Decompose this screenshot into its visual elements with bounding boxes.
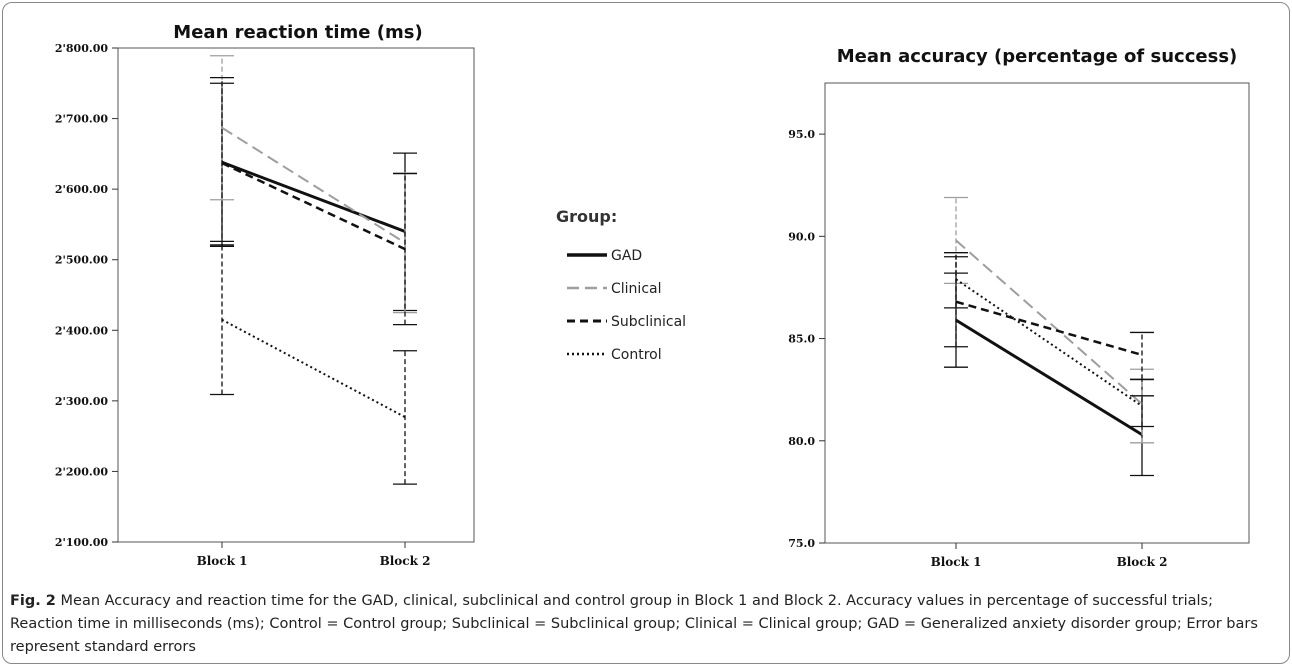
figure-graphics: Mean reaction time (ms) 2'100.00 2'200.00 2… (55, 22, 1250, 569)
y-tick-label: 75.0 (788, 537, 815, 550)
series-gad (944, 272, 1154, 477)
legend-label-clinical: Clinical (611, 281, 661, 297)
plot-frame (117, 47, 475, 543)
series-line (955, 300, 1143, 357)
series-line (221, 126, 406, 244)
series-line (221, 161, 406, 251)
y-tick-label: 80.0 (788, 435, 815, 448)
series-line (221, 160, 406, 233)
y-tick-label: 2'800.00 (55, 42, 108, 55)
series-control (210, 244, 417, 485)
series-line (955, 318, 1143, 436)
caption-label: Fig. 2 (10, 593, 56, 609)
y-tick-label: 85.0 (788, 333, 815, 346)
chart-title: Mean accuracy (percentage of success) (837, 46, 1238, 67)
series-line (221, 318, 406, 418)
series-clinical (210, 55, 417, 314)
y-tick-label: 2'700.00 (55, 113, 108, 126)
legend: Group: GAD Clinical Subclinical Control (556, 207, 686, 363)
series-subclinical (944, 256, 1154, 381)
figure-caption: Fig. 2 Mean Accuracy and reaction time f… (10, 590, 1280, 659)
legend-title: Group: (556, 207, 617, 226)
y-tick-label: 2'600.00 (55, 183, 108, 196)
legend-label-gad: GAD (611, 248, 642, 264)
y-tick-label: 2'200.00 (55, 465, 108, 478)
series-line (955, 239, 1143, 405)
chart-title: Mean reaction time (ms) (173, 22, 422, 43)
series-clinical (944, 196, 1154, 444)
legend-label-subclinical: Subclinical (611, 314, 686, 330)
caption-text: Mean Accuracy and reaction time for the … (10, 593, 1258, 655)
y-tick-label: 90.0 (788, 230, 815, 243)
x-tick-label: Block 2 (1117, 555, 1168, 569)
x-tick-label: Block 1 (197, 554, 248, 568)
y-tick-label: 2'400.00 (55, 324, 108, 337)
series-line (955, 278, 1143, 407)
plot-frame (824, 82, 1250, 544)
x-tick-label: Block 2 (380, 554, 431, 568)
legend-label-control: Control (611, 347, 662, 363)
x-tick-label: Block 1 (931, 555, 982, 569)
series-gad (210, 82, 417, 312)
chart-1: Mean reaction time (ms) 2'100.00 2'200.00 2… (55, 22, 475, 568)
y-tick-label: 95.0 (788, 128, 815, 141)
series-subclinical (210, 76, 417, 326)
series-control (944, 252, 1154, 428)
y-tick-label: 2'500.00 (55, 254, 108, 267)
y-tick-label: 2'300.00 (55, 395, 108, 408)
y-tick-label: 2'100.00 (55, 536, 108, 549)
chart-2: Mean accuracy (percentage of success) 75.… (788, 46, 1250, 569)
